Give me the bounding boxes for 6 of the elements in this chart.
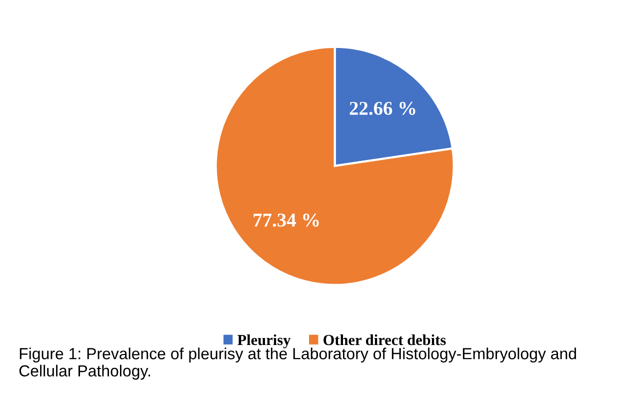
caption: Figure 1: Prevalence of pleurisy at the Laboratory of Histology-Embryology and Cellular Pathology.: [19, 348, 576, 380]
data-label: 22.66 %: [350, 102, 416, 115]
pie-slice: [214, 46, 455, 286]
legend-label: Pleurisy: [237, 334, 291, 348]
data-label: 77.34 %: [254, 214, 319, 227]
legend-label: Other direct debits: [324, 334, 446, 346]
